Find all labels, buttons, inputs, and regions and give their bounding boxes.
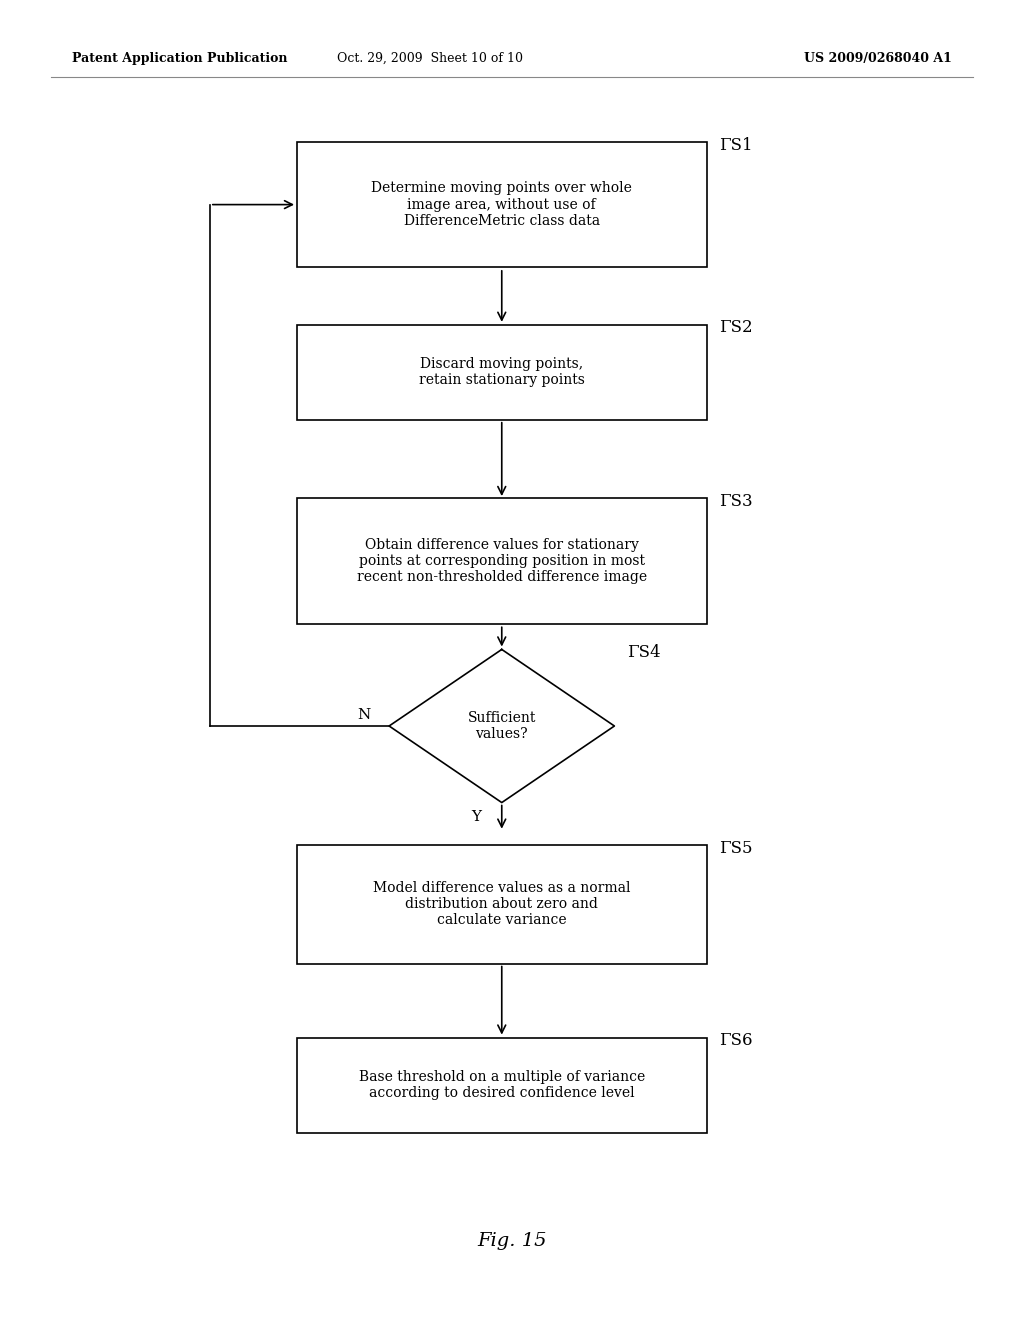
Text: ΓS4: ΓS4 (627, 644, 660, 661)
Text: ΓS3: ΓS3 (719, 494, 753, 510)
FancyBboxPatch shape (297, 143, 707, 267)
Text: Model difference values as a normal
distribution about zero and
calculate varian: Model difference values as a normal dist… (373, 880, 631, 928)
Text: ΓS1: ΓS1 (719, 137, 753, 153)
Text: ΓS6: ΓS6 (719, 1032, 753, 1049)
Text: Oct. 29, 2009  Sheet 10 of 10: Oct. 29, 2009 Sheet 10 of 10 (337, 51, 523, 65)
FancyBboxPatch shape (297, 499, 707, 624)
Text: N: N (357, 709, 370, 722)
Text: ΓS2: ΓS2 (719, 319, 753, 337)
Text: Determine moving points over whole
image area, without use of
DifferenceMetric c: Determine moving points over whole image… (372, 181, 632, 228)
FancyBboxPatch shape (297, 1038, 707, 1133)
Text: Base threshold on a multiple of variance
according to desired confidence level: Base threshold on a multiple of variance… (358, 1071, 645, 1100)
Text: ΓS5: ΓS5 (719, 840, 753, 857)
Polygon shape (389, 649, 614, 803)
Text: Obtain difference values for stationary
points at corresponding position in most: Obtain difference values for stationary … (356, 537, 647, 585)
FancyBboxPatch shape (297, 325, 707, 420)
Text: Fig. 15: Fig. 15 (477, 1232, 547, 1250)
Text: US 2009/0268040 A1: US 2009/0268040 A1 (805, 51, 952, 65)
Text: Discard moving points,
retain stationary points: Discard moving points, retain stationary… (419, 358, 585, 387)
Text: Y: Y (471, 810, 481, 824)
Text: Patent Application Publication: Patent Application Publication (72, 51, 287, 65)
Text: Sufficient
values?: Sufficient values? (468, 711, 536, 741)
FancyBboxPatch shape (297, 845, 707, 964)
